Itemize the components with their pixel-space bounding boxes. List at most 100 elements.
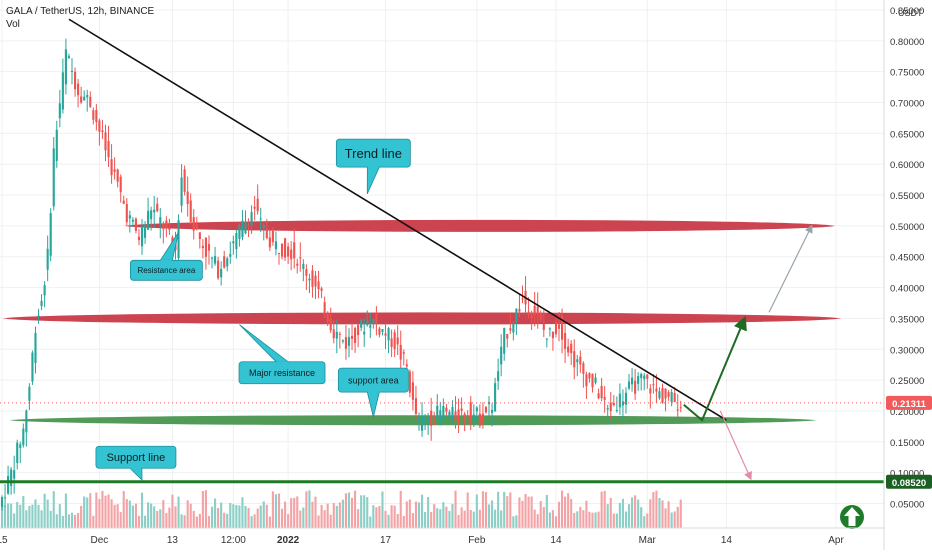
candle-body [95, 109, 98, 123]
candle-body [116, 169, 119, 182]
volume-bar [284, 501, 287, 528]
volume-bar [670, 512, 673, 528]
candle-body [89, 96, 92, 107]
volume-bar [509, 492, 512, 528]
volume-bar [487, 504, 491, 528]
up-arrow-glyph-icon [844, 507, 860, 526]
volume-bar [576, 511, 579, 528]
volume-bar [567, 493, 570, 528]
candle-body [393, 332, 396, 350]
candle-body [545, 338, 548, 340]
volume-bar [207, 516, 211, 528]
candle-body [168, 228, 171, 230]
candle-body [210, 257, 214, 259]
candle-body [411, 382, 414, 400]
x-tick-label: 12:00 [221, 535, 246, 546]
candle-body [13, 470, 16, 479]
candle-body [113, 169, 116, 172]
candle-body [83, 96, 86, 101]
callout-joint [276, 361, 288, 364]
candle-body [408, 371, 411, 393]
volume-bar [177, 496, 180, 528]
y-tick-label: 0.60000 [890, 160, 924, 171]
volume-bar [311, 501, 314, 528]
candle-body [588, 373, 591, 379]
volume-bar [25, 510, 28, 528]
candle-body [591, 373, 594, 388]
volume-bar [140, 492, 144, 528]
candle-body [329, 318, 332, 331]
volume-bar [3, 505, 7, 528]
x-tick-label: Feb [468, 535, 486, 546]
candle-body [405, 364, 408, 367]
candle-body [567, 346, 570, 353]
volume-bar [634, 495, 637, 528]
volume-bar [661, 500, 664, 528]
callout-joint [367, 165, 379, 169]
candle-body [3, 497, 7, 499]
volume-bar [676, 506, 679, 528]
candle-body [284, 238, 287, 258]
volume-bar [472, 511, 475, 528]
volume-bar [466, 492, 469, 528]
candle-body [308, 278, 311, 281]
volume-bar [125, 499, 128, 528]
volume-bar [116, 504, 119, 528]
candle-body [153, 209, 156, 213]
volume-bar [524, 493, 527, 528]
candle-body [293, 242, 296, 259]
candle-body [189, 200, 192, 222]
candle-body [277, 252, 281, 254]
callout-joint [130, 466, 142, 470]
candle-body [37, 315, 40, 317]
x-tick-label: 13 [167, 535, 179, 546]
volume-bar [305, 491, 308, 528]
candle-body [311, 270, 314, 287]
candle-body [582, 363, 585, 374]
candle-body [341, 340, 344, 342]
candle-body [673, 392, 676, 403]
candle-body [487, 401, 491, 405]
volume-bar [299, 510, 302, 528]
volume-bar [344, 493, 348, 528]
volume-bar [201, 491, 204, 528]
volume-bar [579, 506, 582, 528]
candle-body [576, 359, 579, 363]
volume-bar [357, 509, 360, 528]
candle-body [676, 409, 679, 411]
volume-bar [658, 498, 661, 528]
volume-bar [168, 507, 171, 528]
candle-body [585, 374, 588, 387]
candle-body [119, 176, 122, 193]
candle-body [427, 420, 430, 422]
callout-label: Resistance area [137, 266, 195, 275]
volume-bar [369, 516, 372, 528]
candle-body [570, 343, 573, 354]
y-tick-label: 0.70000 [890, 99, 924, 110]
volume-bar [457, 515, 460, 528]
candle-body [387, 328, 390, 341]
candle-body [649, 388, 652, 394]
volume-bar [606, 504, 609, 528]
candle-body [363, 331, 366, 335]
volume-bar [61, 515, 64, 528]
volume-bar [244, 506, 247, 528]
y-axis-unit: USDT [898, 8, 923, 18]
candle-body [344, 337, 348, 349]
volume-bar [150, 503, 153, 528]
candle-body [204, 237, 207, 257]
x-tick-label: 17 [380, 535, 392, 546]
volume-bar [475, 494, 478, 528]
candle-body [177, 220, 180, 259]
volume-bar [411, 513, 414, 528]
candle-body [201, 245, 204, 249]
volume-bar [448, 510, 451, 528]
candle-body [357, 324, 360, 336]
volume-bar [253, 514, 256, 528]
candle-body [290, 249, 293, 260]
volume-bar [210, 506, 214, 528]
volume-bar [180, 514, 183, 528]
volume-bar [52, 491, 55, 528]
